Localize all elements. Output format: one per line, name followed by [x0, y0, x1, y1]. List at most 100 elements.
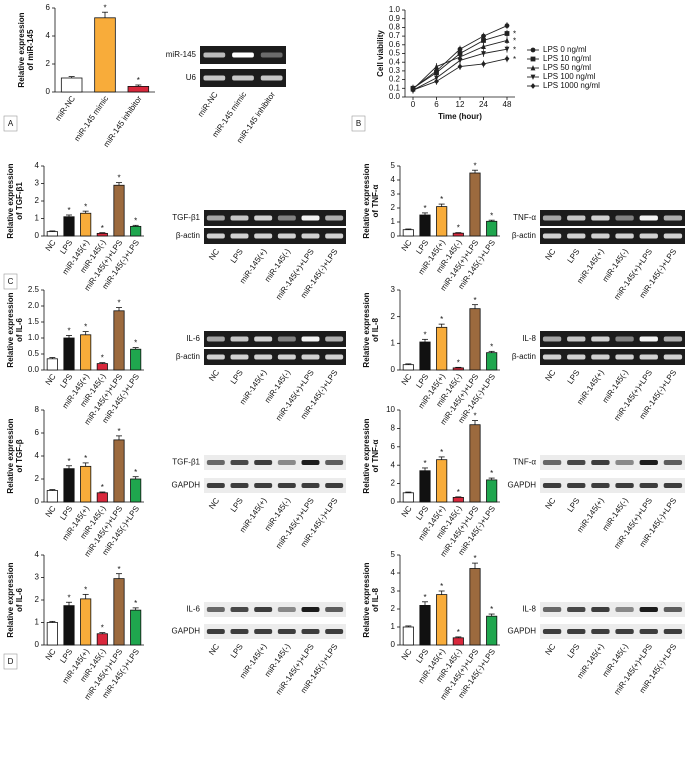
gel-band	[663, 607, 683, 612]
gel-band	[206, 336, 225, 342]
y-axis-label: Relative expression	[362, 562, 371, 637]
gel-band	[591, 460, 610, 465]
gel-strip	[204, 624, 346, 639]
gel-band	[663, 354, 683, 360]
y-tick-label: 2	[391, 479, 396, 488]
bar	[419, 605, 431, 646]
y-axis-label: Relative expression	[362, 418, 371, 493]
gel-row-label: GAPDH	[172, 481, 201, 490]
gel-band	[567, 483, 586, 488]
gel-strip	[540, 331, 685, 347]
gel-row-label: TNF-α	[513, 458, 536, 467]
bar	[469, 568, 481, 646]
y-axis-label: of TGF-β1	[15, 182, 24, 220]
y-axis-label: of IL-8	[371, 317, 380, 342]
gel-row-label: U6	[186, 73, 197, 82]
bar	[436, 459, 448, 503]
marker	[434, 63, 439, 69]
significance-mark: *	[117, 427, 120, 436]
panel-letter-box	[3, 653, 18, 670]
significance-mark: *	[513, 30, 516, 39]
y-tick-label: 8	[35, 405, 40, 414]
gel-band	[567, 215, 586, 221]
marker	[504, 55, 510, 62]
gel-band	[615, 460, 634, 465]
bar	[113, 439, 125, 503]
marker	[481, 43, 486, 49]
significance-mark: *	[440, 315, 443, 324]
gel-band	[639, 215, 658, 221]
marker	[457, 54, 463, 60]
gel-band	[230, 233, 249, 239]
legend-label: LPS 100 ng/ml	[543, 72, 596, 81]
gel-band	[567, 607, 586, 612]
gel-band	[567, 354, 586, 360]
significance-mark: *	[473, 412, 476, 421]
bar	[113, 184, 125, 237]
significance-mark: *	[101, 624, 104, 633]
gel-band	[542, 607, 562, 612]
significance-mark: *	[101, 483, 104, 492]
bar	[113, 578, 125, 646]
gel-band	[542, 354, 562, 360]
gel-band	[542, 233, 562, 239]
gel-row-label: GAPDH	[172, 627, 201, 636]
y-tick-label: 2	[391, 312, 396, 321]
significance-mark: *	[423, 330, 426, 339]
y-tick-label: 0.9	[389, 14, 401, 23]
marker	[434, 78, 439, 85]
gel-band	[542, 483, 562, 488]
significance-mark: *	[490, 342, 493, 351]
gel-band	[277, 354, 296, 360]
marker	[434, 70, 439, 76]
gel-band	[230, 629, 249, 634]
gel-band	[615, 629, 634, 634]
gel-band	[639, 460, 658, 465]
gel-row-label: IL-6	[186, 605, 200, 614]
significance-mark: *	[67, 457, 70, 466]
significance-mark: *	[117, 174, 120, 183]
bar	[94, 17, 116, 93]
marker	[410, 87, 416, 93]
y-tick-label: 10	[386, 405, 395, 414]
y-tick-label: 6	[391, 442, 396, 451]
gel-band	[206, 233, 225, 239]
gel-band	[542, 629, 562, 634]
bar	[60, 77, 83, 93]
x-tick-label: 12	[456, 100, 465, 109]
bar	[486, 615, 498, 646]
significance-mark: *	[423, 204, 426, 213]
significance-mark: *	[457, 488, 460, 497]
bar	[63, 337, 75, 371]
y-tick-label: 1.0	[389, 5, 401, 14]
y-axis-label: Cell viability	[376, 30, 385, 77]
bar	[452, 496, 464, 503]
significance-mark: *	[457, 628, 460, 637]
bar	[80, 465, 92, 503]
y-axis-label: Relative expression	[6, 292, 15, 367]
y-tick-label: 1	[391, 338, 396, 347]
y-tick-label: 2.5	[28, 285, 40, 294]
gel-band	[615, 336, 634, 342]
gel-band	[567, 629, 586, 634]
gel-band	[325, 483, 344, 488]
y-tick-label: 2	[35, 196, 40, 205]
y-axis-label: of miR-145	[26, 29, 35, 70]
gel-band	[301, 629, 320, 634]
significance-mark: *	[67, 593, 70, 602]
x-axis-label: Time (hour)	[438, 112, 482, 121]
legend-label: LPS 0 ng/ml	[543, 45, 587, 54]
gel-band	[277, 607, 296, 612]
y-tick-label: 2	[35, 595, 40, 604]
panel-letter-box	[351, 115, 366, 132]
bar	[436, 326, 448, 371]
significance-mark: *	[490, 605, 493, 614]
gel-band	[254, 233, 273, 239]
marker	[481, 51, 486, 57]
y-tick-label: 1	[391, 622, 396, 631]
bar	[419, 341, 431, 371]
y-tick-label: 0.7	[389, 31, 401, 40]
gel-band	[542, 460, 562, 465]
significance-mark: *	[473, 296, 476, 305]
gel-band	[591, 233, 610, 239]
